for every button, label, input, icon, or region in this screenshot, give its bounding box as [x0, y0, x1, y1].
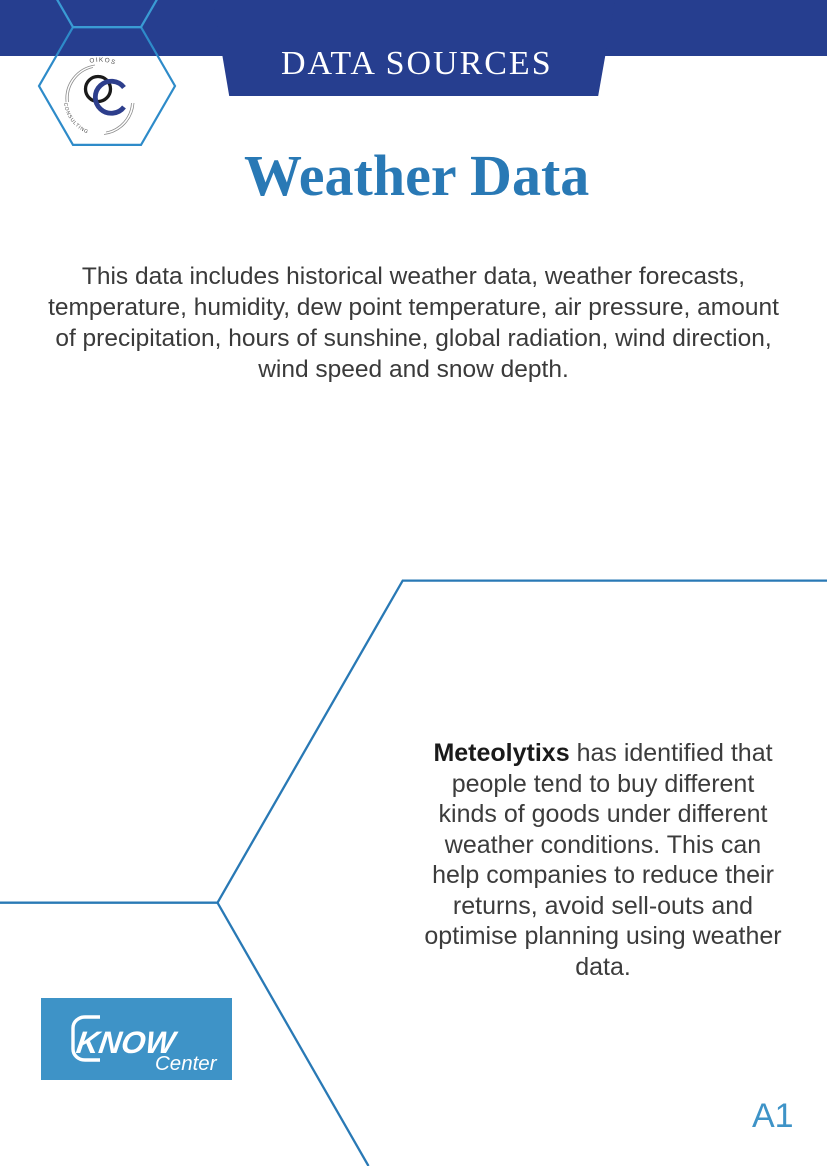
svg-text:CONSULTING: CONSULTING [62, 102, 90, 135]
